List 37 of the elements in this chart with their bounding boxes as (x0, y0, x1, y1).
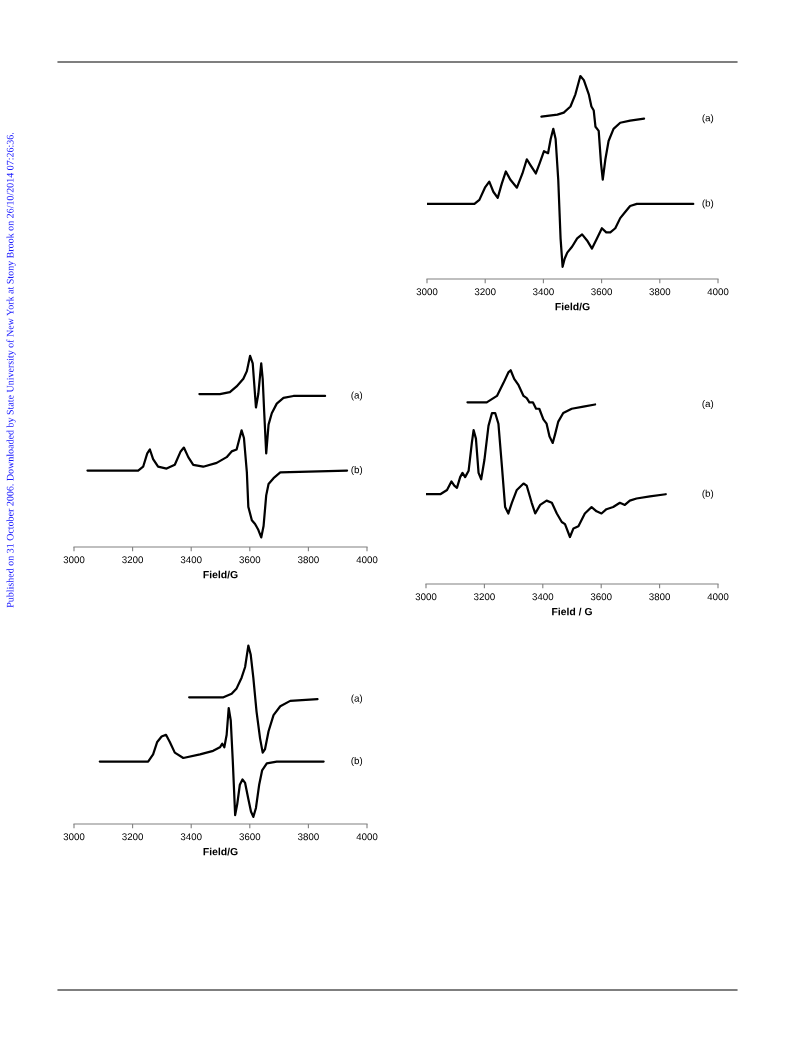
x-tick-label: 3000 (415, 593, 437, 601)
x-tick-label: 3800 (649, 288, 671, 296)
x-tick-label: 3600 (591, 288, 613, 296)
text: Published on 31 October 2006. Downloaded by State University of New York at Stony Brook on 26/10/2014 07:26:36. (6, 132, 16, 608)
x-tick-label: 3000 (63, 556, 85, 564)
x-tick-label: 3200 (474, 288, 496, 296)
x-tick-label: 4000 (707, 288, 729, 296)
x-tick-label: 3600 (239, 833, 261, 841)
text: (a) (351, 694, 363, 704)
x-axis-title: Field/G (555, 302, 590, 311)
x-tick-label: 3200 (473, 593, 495, 601)
x-tick-label: 3000 (416, 288, 438, 296)
series-label: (b) (702, 199, 714, 209)
x-axis-title: Field/G (203, 847, 238, 856)
text: (a) (702, 114, 714, 124)
series-label: (b) (351, 466, 363, 476)
x-tick-label: 4000 (707, 593, 729, 601)
x-tick-label: 3800 (297, 833, 319, 841)
text: (a) (702, 399, 714, 409)
x-tick-label: 3200 (122, 833, 144, 841)
x-tick-label: 3800 (297, 556, 319, 564)
x-tick-label: 3000 (63, 833, 85, 841)
x-tick-label: 3600 (239, 556, 261, 564)
x-tick-label: 3600 (590, 593, 612, 601)
x-tick-label: 3400 (180, 833, 202, 841)
x-tick-label: 3800 (649, 593, 671, 601)
x-tick-label: 3200 (122, 556, 144, 564)
text: (b) (702, 489, 714, 499)
x-tick-label: 4000 (356, 556, 378, 564)
x-tick-label: 3400 (180, 556, 202, 564)
x-tick-label: 3400 (532, 593, 554, 601)
x-tick-label: 4000 (356, 833, 378, 841)
x-axis-title: Field / G (552, 607, 592, 616)
text: (b) (351, 757, 363, 767)
x-tick-label: 3400 (532, 288, 554, 296)
x-axis-title: Field/G (203, 570, 238, 579)
text: (a) (351, 391, 363, 401)
